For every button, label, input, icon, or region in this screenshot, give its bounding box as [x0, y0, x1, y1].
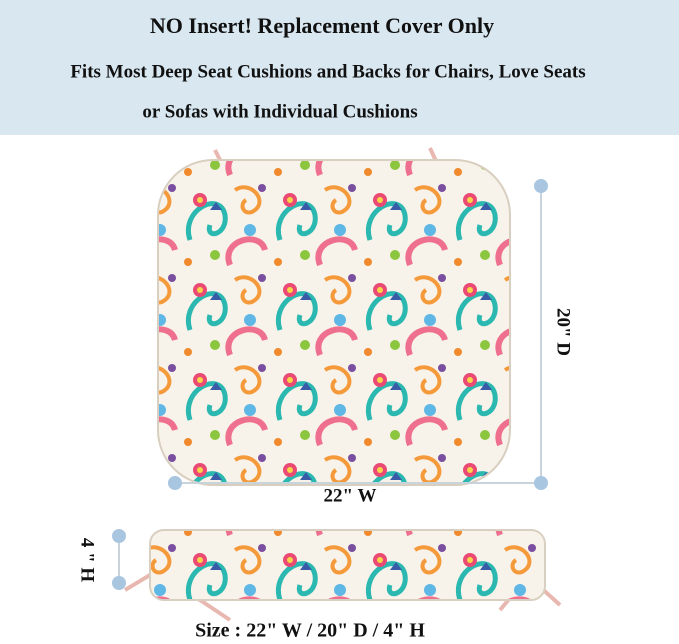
- header-title: NO Insert! Replacement Cover Only: [150, 13, 494, 38]
- dimension-dots: [112, 179, 548, 590]
- cushion-side: [149, 529, 546, 601]
- header-subtitle: Fits Most Deep Seat Cushions and Backs f…: [70, 61, 585, 82]
- header-band: [0, 0, 679, 135]
- width-label: 22" W: [324, 485, 377, 506]
- size-caption: Size : 22" W / 20" D / 4" H: [195, 620, 425, 642]
- height-label: 4 " H: [77, 538, 98, 583]
- header-subtitle: or Sofas with Individual Cushions: [142, 101, 417, 122]
- depth-label: 20" D: [553, 308, 574, 356]
- dimension-lines: [118, 186, 542, 583]
- cushion-top: [157, 159, 511, 486]
